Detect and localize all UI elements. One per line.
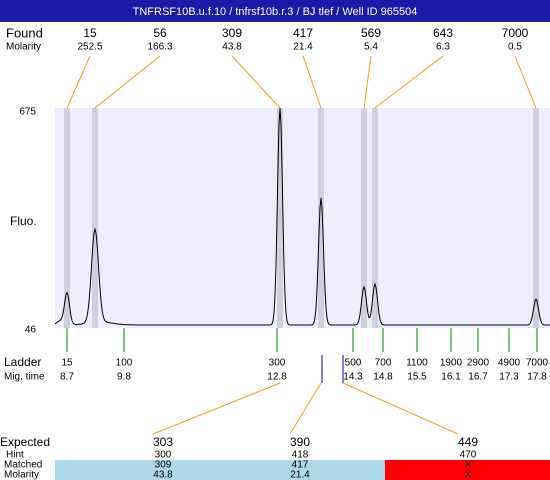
ladder-size: 1900 xyxy=(440,358,463,369)
peak-link xyxy=(231,55,281,109)
peak-link xyxy=(66,55,91,109)
peak-band xyxy=(92,108,98,328)
expected-size: 303 xyxy=(153,435,173,449)
found-molarity: 166.3 xyxy=(147,42,172,53)
expected-size: 449 xyxy=(458,435,478,449)
ladder-time: 14.8 xyxy=(373,372,393,383)
hint-label: Hint xyxy=(6,450,24,461)
peak-band xyxy=(372,108,378,328)
found-molarity: 43.8 xyxy=(222,42,242,53)
matched-molarity: 43.8 xyxy=(153,470,173,480)
expected-size: 390 xyxy=(290,435,310,449)
trace xyxy=(54,107,550,326)
ladder-time: 14.3 xyxy=(343,372,363,383)
ladder-size: 15 xyxy=(61,358,73,369)
found-size: 569 xyxy=(361,26,381,40)
expected-link xyxy=(342,382,459,435)
peak-band xyxy=(361,108,367,328)
found-size: 56 xyxy=(153,26,167,40)
peak-link xyxy=(302,55,322,109)
peak-band xyxy=(64,108,70,328)
ladder-time: 16.1 xyxy=(441,372,461,383)
y-top-label: 675 xyxy=(19,107,36,118)
found-size: 309 xyxy=(222,26,242,40)
matched-size: 417 xyxy=(292,460,309,471)
ladder-time: 16.7 xyxy=(468,372,488,383)
ladder-size: 700 xyxy=(375,358,392,369)
y-bottom-label: 46 xyxy=(25,325,37,336)
plot-area xyxy=(55,108,550,328)
ladder-time: 15.5 xyxy=(407,372,427,383)
found-molarity: 252.5 xyxy=(77,42,102,53)
found-size: 7000 xyxy=(502,26,529,40)
title: TNFRSF10B.u.f.10 / tnfrsf10b.r.3 / BJ tl… xyxy=(133,6,418,18)
matched-molarity: 21.4 xyxy=(290,470,310,480)
ladder-size: 100 xyxy=(116,358,133,369)
ladder-size: 500 xyxy=(345,358,362,369)
peak-link xyxy=(94,55,161,109)
found-label: Found xyxy=(6,25,43,40)
matched-molarity: X xyxy=(465,470,472,480)
ladder-size: 300 xyxy=(269,358,286,369)
peak-band xyxy=(318,108,324,328)
found-molarity: 6.3 xyxy=(436,42,450,53)
peak-link xyxy=(374,55,444,109)
found-molarity: 5.4 xyxy=(364,42,378,53)
ladder-size: 2900 xyxy=(467,358,490,369)
ladder-label: Ladder xyxy=(4,355,41,369)
expected-label: Expected xyxy=(0,435,50,449)
peak-link xyxy=(514,55,537,109)
hint-size: 418 xyxy=(292,450,309,461)
ladder-time: 12.8 xyxy=(267,372,287,383)
peak-band xyxy=(533,108,539,328)
unmatched-bg xyxy=(385,460,550,480)
mig-time-label: Mig. time xyxy=(4,372,45,383)
title-bar xyxy=(0,0,550,22)
ladder-time: 17.3 xyxy=(499,372,519,383)
expected-link xyxy=(289,382,322,435)
ladder-time: 17.8 xyxy=(527,372,547,383)
hint-size: 470 xyxy=(460,450,477,461)
ladder-time: 8.7 xyxy=(60,372,74,383)
peak-band xyxy=(277,108,283,328)
ladder-size: 4900 xyxy=(498,358,521,369)
ladder-time: 9.8 xyxy=(117,372,131,383)
ladder-size: 1100 xyxy=(406,358,428,369)
matched-size: X xyxy=(465,460,472,471)
ladder-size: 7000 xyxy=(526,358,549,369)
matched-bg xyxy=(55,460,385,480)
found-size: 15 xyxy=(83,26,97,40)
found-molarity: 0.5 xyxy=(508,42,522,53)
found-molarity: 21.4 xyxy=(293,42,313,53)
matched-size: 309 xyxy=(155,460,172,471)
hint-size: 300 xyxy=(155,450,172,461)
peak-link xyxy=(363,55,372,109)
matched-molarity-label: Molarity xyxy=(4,470,39,480)
y-axis-label: Fluo. xyxy=(10,214,37,228)
expected-link xyxy=(152,382,281,435)
molarity-label: Molarity xyxy=(6,42,41,53)
found-size: 643 xyxy=(433,26,453,40)
found-size: 417 xyxy=(293,26,313,40)
matched-label: Matched xyxy=(4,460,42,471)
